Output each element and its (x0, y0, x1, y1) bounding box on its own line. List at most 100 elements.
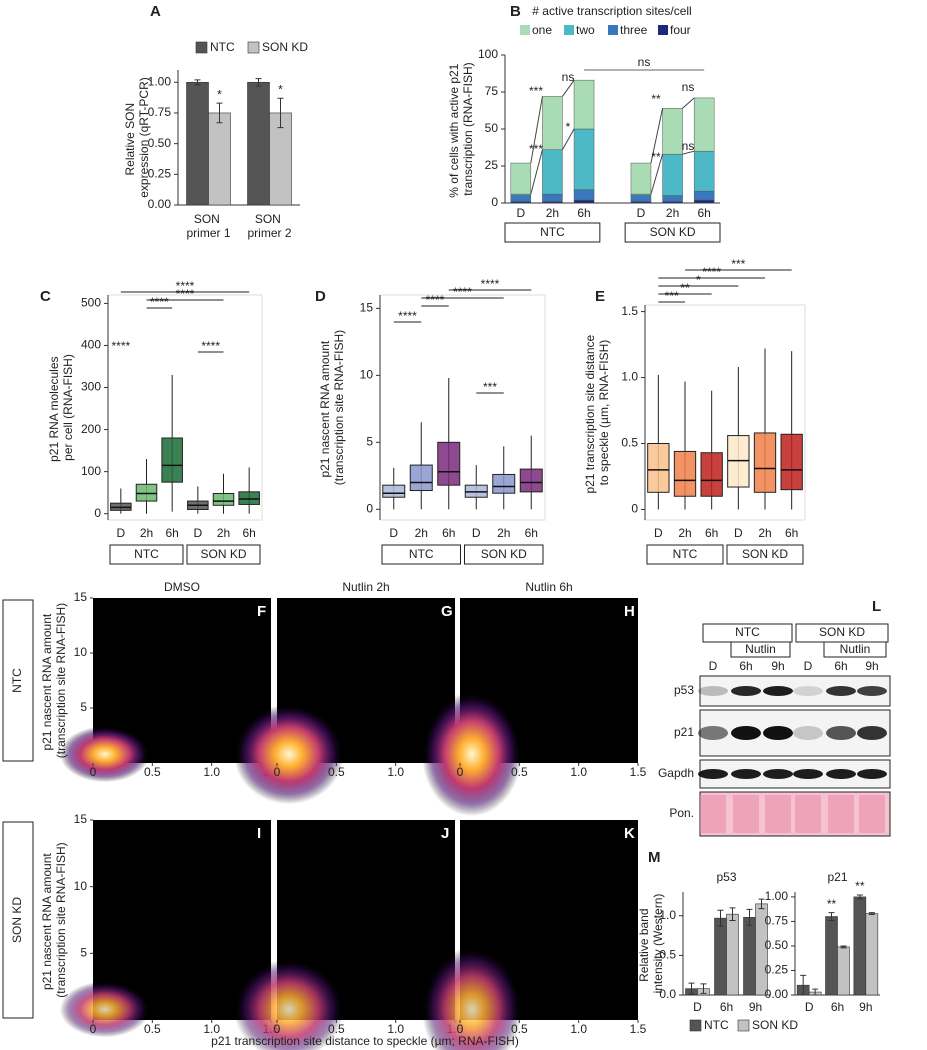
significance: * (217, 87, 222, 101)
row-label: NTC (10, 668, 24, 693)
significance: **** (111, 339, 130, 353)
significance: * (278, 82, 283, 96)
density-glow (421, 692, 522, 817)
row-label-box (2, 599, 34, 762)
bar-segment (662, 108, 683, 155)
legend-swatch (195, 41, 208, 54)
x-tick-label: 2h (758, 526, 771, 540)
x-tick-label: 1.0 (570, 1022, 587, 1036)
box (492, 473, 516, 494)
y-tick-label: 1.00 (148, 74, 172, 88)
box (409, 464, 433, 492)
x-tick-label: 0.5 (511, 1022, 528, 1036)
group-box (464, 544, 544, 565)
group-label: NTC (673, 547, 698, 561)
y-tick-label: 0.75 (765, 914, 789, 928)
band (731, 769, 761, 779)
x-tick-label: 1.0 (387, 765, 404, 779)
error-bar (277, 97, 284, 129)
bar-segment (573, 128, 595, 190)
y-tick-label: 0.50 (148, 136, 172, 150)
x-tick-label: 2h (497, 526, 510, 540)
significance: ns (638, 55, 651, 69)
group-box (624, 222, 721, 243)
y-axis-label: p21 nascent RNA amount (transcription si… (318, 330, 346, 485)
x-tick-label: D (472, 526, 481, 540)
band (826, 726, 856, 740)
legend-swatch (247, 41, 260, 54)
y-tick-label: 0.75 (148, 105, 172, 119)
y-tick-label: 1.00 (765, 889, 789, 903)
bar-segment (573, 199, 595, 204)
group-box (646, 544, 724, 565)
significance: **** (176, 287, 195, 301)
x-axis-label: p21 transcription site distance to speck… (211, 1034, 519, 1048)
box (437, 441, 461, 486)
ponceau-lane (828, 795, 854, 833)
bar (837, 946, 850, 996)
x-tick-label: 6h (577, 206, 590, 220)
significance: **** (176, 279, 195, 293)
x-tick-label: 2h (666, 206, 679, 220)
y-tick-label: 0.25 (148, 166, 172, 180)
comparison-line (650, 154, 664, 195)
panel-letter: G (441, 603, 453, 620)
density-glow (59, 726, 150, 783)
group-box (109, 544, 184, 565)
y-tick-label: 5 (80, 700, 87, 714)
x-tick-label: 9h (749, 1000, 762, 1014)
x-tick-label: 6h (720, 1000, 733, 1014)
y-tick-label: 15 (74, 812, 88, 826)
significance: ns (682, 80, 695, 94)
significance: **** (201, 339, 220, 353)
y-axis-label: p21 nascent RNA amount (transcription si… (40, 603, 68, 758)
bar-segment (542, 96, 563, 150)
x-tick-label: 6h (785, 526, 798, 540)
bar-segment (630, 162, 652, 195)
y-axis-label: p21 transcription site distance to speck… (583, 331, 611, 493)
legend-swatch (737, 1019, 750, 1032)
x-tick-label: 2h (217, 526, 230, 540)
bar (714, 917, 727, 996)
lane-label: 9h (771, 659, 784, 673)
panel-letter: B (510, 3, 521, 20)
significance: **** (150, 295, 169, 309)
significance: *** (665, 289, 679, 303)
x-tick-label: 6h (698, 206, 711, 220)
panel-letter: F (257, 603, 266, 620)
band (763, 686, 793, 696)
legend-swatch (608, 25, 618, 35)
x-tick-label: 0 (274, 1022, 281, 1036)
x-tick-label: 1.0 (203, 765, 220, 779)
y-tick-label: 100 (478, 47, 498, 61)
error-bar (729, 907, 736, 922)
row-label-box (2, 821, 34, 1019)
panel-letter: C (40, 288, 51, 305)
significance: ** (651, 92, 661, 106)
y-axis-label: Relative SON expression (qRT-PCR) (123, 77, 151, 197)
x-tick-label: 0 (90, 1022, 97, 1036)
y-tick-label: 100 (81, 464, 101, 478)
x-tick-label: 6h (525, 526, 538, 540)
y-tick-label: 10 (74, 879, 88, 893)
group-label: NTC (735, 625, 760, 639)
group-box (186, 544, 261, 565)
legend-label: NTC (704, 1018, 729, 1032)
box (382, 484, 406, 498)
y-tick-label: 0.50 (765, 938, 789, 952)
bar-segment (542, 193, 563, 202)
significance: *** (483, 380, 497, 394)
significance: **** (453, 285, 472, 299)
bar-segment (510, 162, 532, 195)
x-tick-label: D (516, 206, 525, 220)
error-bar (828, 912, 835, 921)
comparison-line (682, 97, 695, 109)
y-tick-label: 50 (485, 121, 499, 135)
error-bar (194, 79, 201, 86)
group-label: NTC (134, 547, 159, 561)
group-label: SON KD (650, 225, 696, 239)
x-tick-label: 6h (242, 526, 255, 540)
significance: * (566, 120, 571, 134)
x-tick-label: 1.5 (630, 765, 647, 779)
